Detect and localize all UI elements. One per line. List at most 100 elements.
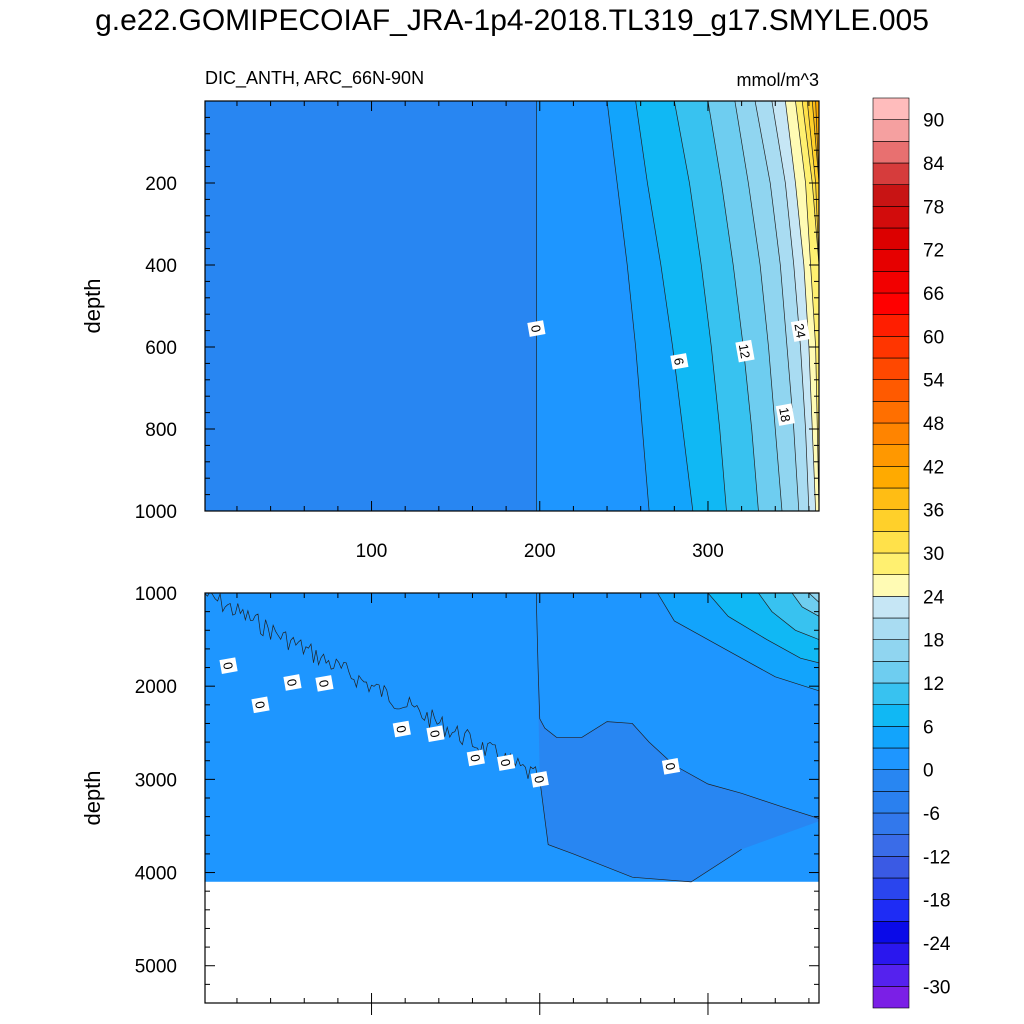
contour-line [673, 101, 727, 511]
colorbar-swatch [872, 899, 910, 922]
contour-label: 0 [251, 696, 270, 714]
colorbar-tick-label: 24 [923, 587, 945, 608]
y-tick-label: 1000 [135, 502, 177, 523]
colorbar-swatch [872, 747, 910, 770]
upper-panel-fill [205, 101, 819, 511]
colorbar-tick-label: 6 [923, 717, 934, 738]
contour-label: 0 [466, 749, 485, 767]
contour-label-box [670, 353, 689, 370]
colorbar-tick-label: 0 [923, 761, 934, 782]
colorbar [872, 97, 910, 1009]
contour-label-text: 0 [220, 661, 236, 671]
contour-label: 12 [735, 339, 755, 363]
colorbar-tick-label: 78 [923, 197, 944, 218]
chart-title: g.e22.GOMIPECOIAF_JRA-1p4-2018.TL319_g17… [95, 4, 929, 37]
contour-label-box [735, 339, 755, 363]
band-fill [792, 593, 819, 617]
contour-line [806, 101, 819, 511]
colorbar-swatch [872, 921, 910, 944]
colorbar-swatch [872, 812, 910, 835]
colorbar-tick-label: 12 [923, 674, 944, 695]
contour-label-text: 0 [662, 762, 678, 772]
colorbar-tick-label: 42 [923, 457, 944, 478]
colorbar-swatch [872, 422, 910, 445]
band-fill [795, 101, 819, 511]
colorbar-swatch [872, 682, 910, 705]
colorbar-swatch [872, 552, 910, 575]
colorbar-tick-label: 84 [923, 154, 945, 175]
contour-label-box [497, 754, 516, 771]
y-tick-label: 200 [145, 174, 177, 195]
colorbar-swatch [872, 769, 910, 792]
colorbar-swatch [872, 357, 910, 380]
colorbar-swatch [872, 487, 910, 510]
colorbar-swatch [872, 466, 910, 489]
contour-label: 0 [530, 771, 549, 788]
colorbar-swatch [872, 791, 910, 814]
contour-label: 0 [392, 720, 411, 738]
colorbar-tick-label: -12 [923, 847, 950, 868]
contour-label-box [251, 696, 270, 714]
colorbar-tick-label: -18 [923, 891, 950, 912]
lower-panel-axes: 1000 2000 3000 4000 5000 [135, 584, 819, 1015]
contour-label-text: 6 [671, 357, 687, 367]
upper-panel-axes: 200 400 600 800 1000 100 200 300 [135, 100, 819, 562]
y-tick-label: 4000 [135, 864, 177, 885]
contour-label-text: 0 [427, 729, 443, 739]
contour-label-text: 0 [393, 724, 409, 734]
contour-label-box [466, 749, 485, 767]
contour-line [536, 593, 819, 819]
contour-label-text: 0 [528, 324, 544, 334]
contour-line [771, 101, 810, 511]
contour-label-box [530, 771, 549, 788]
colorbar-tick-label: 66 [923, 284, 944, 305]
contour-label: 0 [426, 725, 445, 742]
contour-label-text: 0 [284, 678, 300, 688]
colorbar-swatch [872, 97, 910, 120]
contour-line [801, 101, 819, 511]
contour-label: 0 [283, 674, 302, 691]
colorbar-swatch [872, 141, 910, 164]
colorbar-tick-label: 36 [923, 501, 944, 522]
no-data-region [205, 881, 819, 1003]
contour-line [539, 779, 742, 883]
y-tick-label: 400 [145, 256, 177, 277]
colorbar-swatch [872, 401, 910, 424]
colorbar-swatch [872, 336, 910, 359]
colorbar-swatch [872, 444, 910, 467]
contour-label: 0 [219, 657, 238, 674]
contour-label-box [392, 720, 411, 738]
contour-label-box [426, 725, 445, 742]
y-tick-label: 600 [145, 338, 177, 359]
contour-label-box [315, 675, 334, 692]
lower-ylabel: depth [80, 770, 105, 825]
colorbar-tick-label: 60 [923, 327, 944, 348]
colorbar-swatch [872, 661, 910, 684]
units-label: mmol/m^3 [737, 70, 819, 90]
colorbar-swatch [872, 942, 910, 965]
upper-panel-contours [536, 101, 819, 511]
x-tick-label: 300 [692, 541, 724, 562]
colorbar-swatch [872, 184, 910, 207]
upper-panel-contour-labels: 0 6 12 18 24 [527, 319, 811, 426]
colorbar-swatch [872, 379, 910, 402]
colorbar-tick-label: -24 [923, 934, 951, 955]
y-tick-label: 800 [145, 420, 177, 441]
contour-line [734, 101, 783, 511]
contour-label: 0 [661, 758, 681, 775]
colorbar-swatch [872, 877, 910, 900]
contour-line [808, 593, 819, 603]
colorbar-swatch [872, 617, 910, 640]
colorbar-swatch [872, 856, 910, 879]
colorbar-swatch [872, 834, 910, 857]
contour-label-box [775, 403, 795, 426]
lower-panel-fill [205, 593, 819, 1003]
contour-label-text: 18 [776, 406, 793, 423]
colorbar-swatch [872, 639, 910, 662]
contour-line [707, 101, 759, 511]
band-fill [802, 101, 819, 511]
contour-label-box [219, 657, 238, 674]
colorbar-swatch [872, 986, 910, 1009]
lower-panel-contours [205, 593, 819, 883]
colorbar-swatch [872, 964, 910, 987]
